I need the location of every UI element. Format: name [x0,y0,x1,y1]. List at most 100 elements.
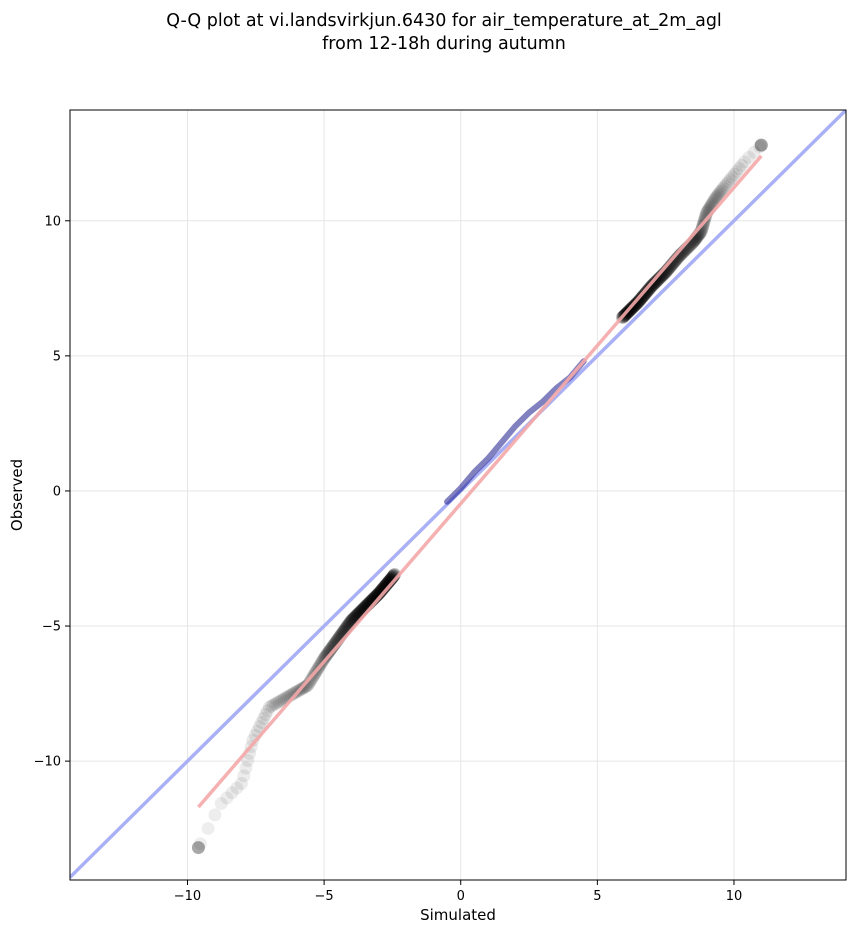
axis-ticks: −10 −5 0 5 10 −10 −5 0 5 10 [34,214,743,904]
qq-point [643,281,657,295]
qq-point [230,781,244,795]
qq-point [645,278,659,292]
qq-point [631,295,645,309]
qq-point [276,693,290,707]
qq-point [650,273,664,287]
qq-point [640,285,654,299]
chart-title-line-1: Q-Q plot at vi.landsvirkjun.6430 for air… [166,11,722,31]
y-tick-label: −5 [42,620,61,635]
qq-point [319,649,333,663]
qq-point [630,296,644,310]
qq-point [629,297,643,311]
qq-point [635,291,649,305]
qq-point [262,700,276,714]
qq-point [191,841,205,855]
chart-title-line-2: from 12-18h during autumn [322,34,566,54]
qq-point [268,697,282,711]
qq-point [274,694,288,708]
qq-point [634,291,648,305]
qq-point [742,150,756,164]
qq-point [651,273,665,287]
qq-point [640,284,654,298]
qq-point [648,276,662,290]
qq-point [639,285,653,299]
qq-point [710,190,724,204]
y-tick-label: 5 [53,349,61,364]
qq-point [321,646,335,660]
qq-point [630,297,644,311]
qq-point [237,769,251,783]
qq-point [191,841,205,855]
qq-point [633,293,647,307]
qq-point [646,277,660,291]
qq-point [646,278,660,292]
qq-point [754,138,768,152]
qq-point [214,796,228,810]
plot-frame [69,109,847,881]
qq-point [648,275,662,289]
qq-point [193,837,207,851]
qq-point [715,183,729,197]
qq-point [191,841,205,855]
qq-point [239,761,253,775]
qq-point [708,192,722,206]
qq-point [272,695,286,709]
x-tick-label: −5 [315,889,334,904]
qq-point [732,162,746,176]
qq-point [318,651,332,665]
qq-point [720,177,734,191]
qq-point [255,715,269,729]
qq-point [642,283,656,297]
qq-point [737,155,751,169]
qq-point [234,776,248,790]
qq-point [754,138,768,152]
qq-point [754,138,768,152]
qq-point [650,274,664,288]
qq-point [735,158,749,172]
qq-point [636,289,650,303]
qq-point [714,184,728,198]
qq-point [754,138,768,152]
qq-point [191,841,205,855]
qq-point [300,679,314,693]
x-tick-label: −10 [174,889,201,904]
qq-point [639,286,653,300]
qq-point [629,297,643,311]
qq-point [632,294,646,308]
qq-point [649,274,663,288]
qq-point [630,296,644,310]
qq-point [645,279,659,293]
qq-point [320,648,334,662]
qq-point [718,179,732,193]
qq-point [638,287,652,301]
qq-point [220,791,234,805]
qq-point [264,699,278,713]
x-tick-label: 10 [726,889,743,904]
qq-point [712,187,726,201]
qq-point [638,287,652,301]
qq-point [225,786,239,800]
qq-point [634,292,648,306]
qq-point [201,821,215,835]
x-tick-label: 5 [593,889,601,904]
grid [70,110,846,880]
qq-point [644,280,658,294]
qq-point [208,808,222,822]
y-tick-label: 10 [44,214,61,229]
qq-point [642,282,656,296]
qq-point [270,696,284,710]
qq-point [754,138,768,152]
qq-point [636,289,650,303]
qq-point [716,181,730,195]
fit-line [197,154,763,809]
qq-point [632,293,646,307]
dense-core-segment [444,358,587,505]
qq-point [721,175,735,189]
qq-point [261,704,275,718]
qq-point [754,138,768,152]
qq-point [636,290,650,304]
y-tick-label: 0 [53,484,61,499]
qq-point [713,186,727,200]
qq-point [302,676,316,690]
